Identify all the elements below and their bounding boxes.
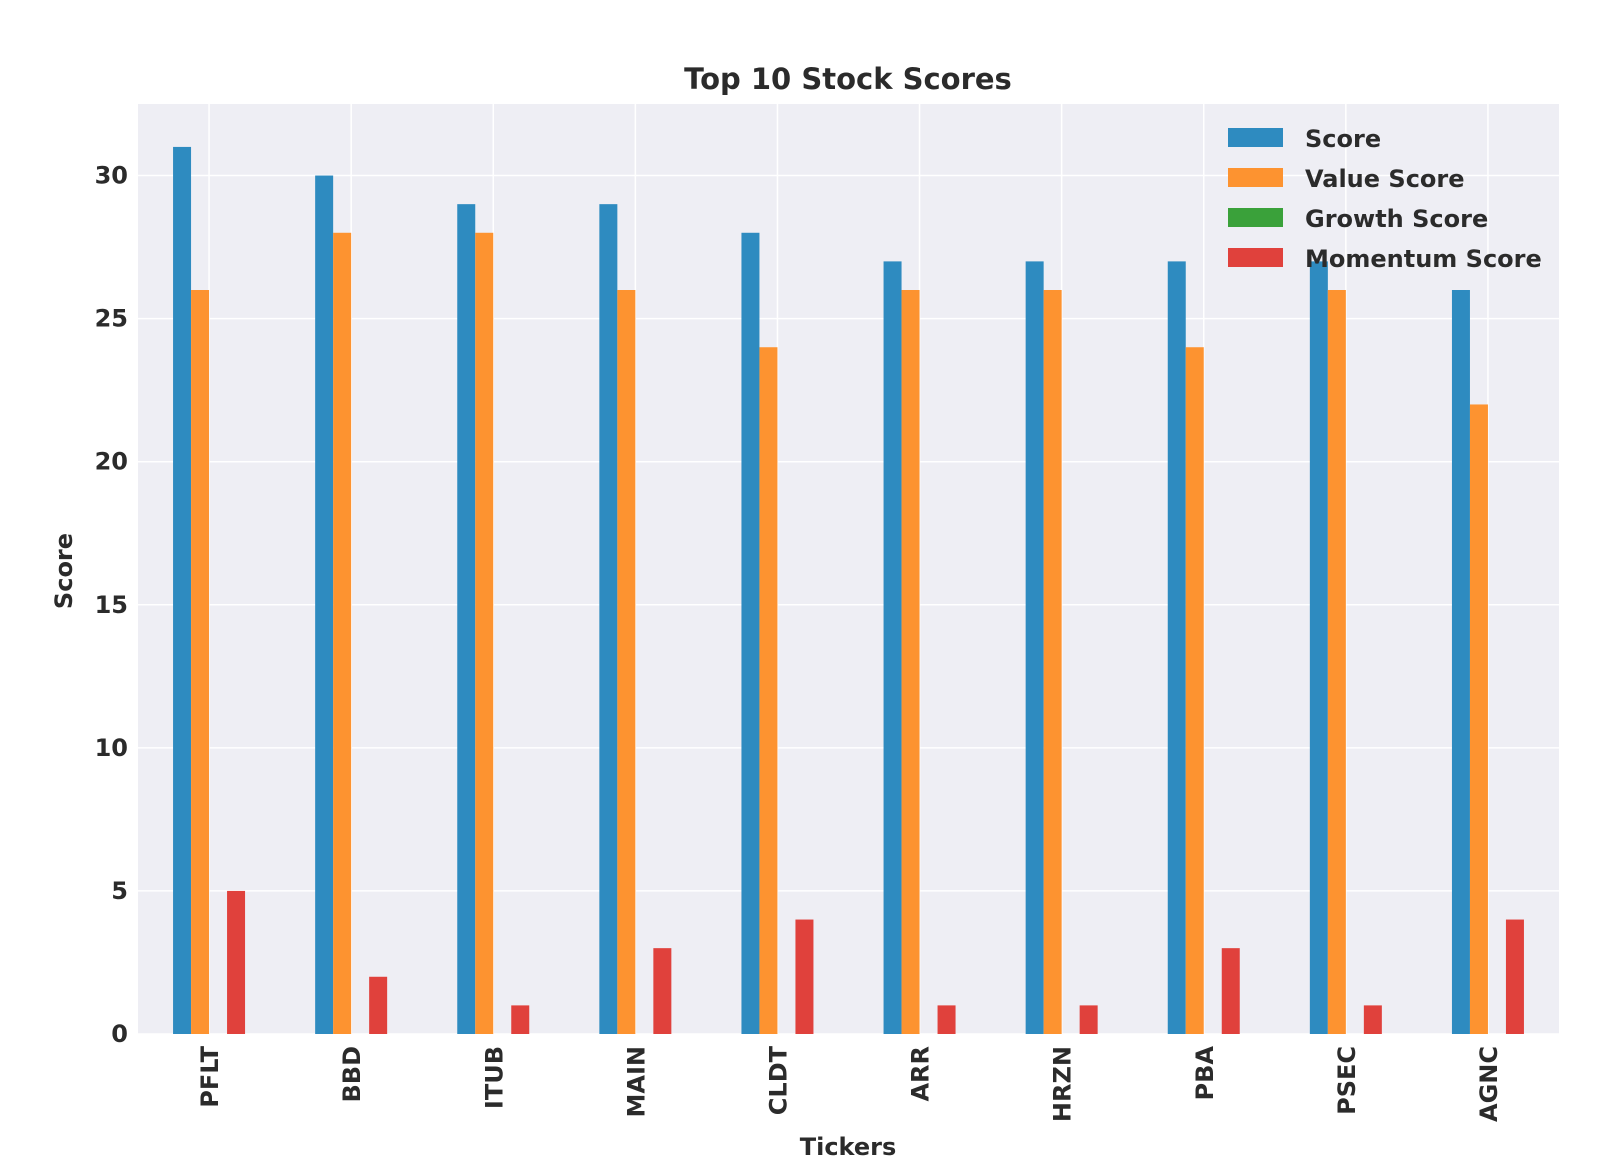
x-tick-label-bbd: BBD [338,1046,366,1103]
bar-bbd-score [315,175,334,1035]
y-tick-label: 0 [111,1020,128,1048]
bar-psec-momentum-score [1363,1005,1382,1034]
bar-psec-score [1309,261,1328,1034]
bar-pflt-momentum-score [227,890,246,1034]
x-tick-label-hrzn: HRZN [1049,1046,1077,1122]
chart-title: Top 10 Stock Scores [684,62,1012,96]
y-axis-label: Score [50,533,78,609]
legend-label-momentum-score: Momentum Score [1305,245,1542,273]
x-tick-labels: PFLT BBD ITUB MAIN CLDT ARR HRZN PBA PSEC AGNC [196,1045,1503,1122]
bar-agnc-value-score [1469,404,1488,1034]
legend-label-score: Score [1305,125,1381,153]
bar-agnc-momentum-score [1505,919,1524,1034]
x-tick-label-psec: PSEC [1333,1046,1361,1115]
bars [173,146,1524,1035]
legend-swatch-momentum-score [1228,248,1283,267]
bar-pba-score [1167,261,1186,1034]
bar-pflt-score [173,146,192,1034]
bar-psec-value-score [1327,290,1346,1034]
bar-arr-momentum-score [937,1005,956,1034]
bar-cldt-score [741,232,760,1034]
legend-label-growth-score: Growth Score [1305,205,1488,233]
bar-itub-value-score [475,232,494,1034]
bar-itub-score [457,204,476,1035]
y-tick-label: 10 [95,734,128,762]
bar-bbd-value-score [333,232,352,1034]
y-tick-label: 20 [95,448,128,476]
bar-pba-momentum-score [1221,948,1240,1034]
x-tick-label-itub: ITUB [480,1046,508,1109]
bar-itub-momentum-score [511,1005,530,1034]
x-tick-label-pba: PBA [1191,1046,1219,1101]
bar-pflt-value-score [191,290,210,1034]
bar-cldt-value-score [759,347,778,1034]
y-tick-label: 30 [95,162,128,190]
bar-hrzn-value-score [1043,290,1062,1034]
y-tick-labels: 0 5 10 15 20 25 30 [95,162,128,1048]
legend-label-value-score: Value Score [1305,165,1465,193]
legend: Score Value Score Growth Score Momentum Sco… [1228,125,1542,273]
bar-arr-value-score [901,290,920,1034]
bar-agnc-score [1451,290,1470,1034]
x-tick-label-main: MAIN [622,1046,650,1117]
y-tick-label: 5 [111,877,128,905]
legend-swatch-value-score [1228,168,1283,187]
x-tick-label-pflt: PFLT [196,1045,224,1107]
x-tick-label-arr: ARR [907,1046,935,1102]
x-tick-label-cldt: CLDT [764,1045,792,1115]
y-tick-label: 15 [95,591,128,619]
bar-bbd-momentum-score [369,976,388,1034]
bar-cldt-momentum-score [795,919,814,1034]
x-tick-label-agnc: AGNC [1475,1046,1503,1122]
x-axis-label: Tickers [800,1133,897,1161]
legend-swatch-score [1228,128,1283,147]
bar-main-score [599,204,618,1035]
y-tick-label: 25 [95,305,128,333]
bar-main-momentum-score [653,948,672,1034]
legend-swatch-growth-score [1228,208,1283,227]
bar-hrzn-momentum-score [1079,1005,1098,1034]
bar-pba-value-score [1185,347,1204,1034]
bar-arr-score [883,261,902,1034]
bar-main-value-score [617,290,636,1034]
bar-hrzn-score [1025,261,1044,1034]
